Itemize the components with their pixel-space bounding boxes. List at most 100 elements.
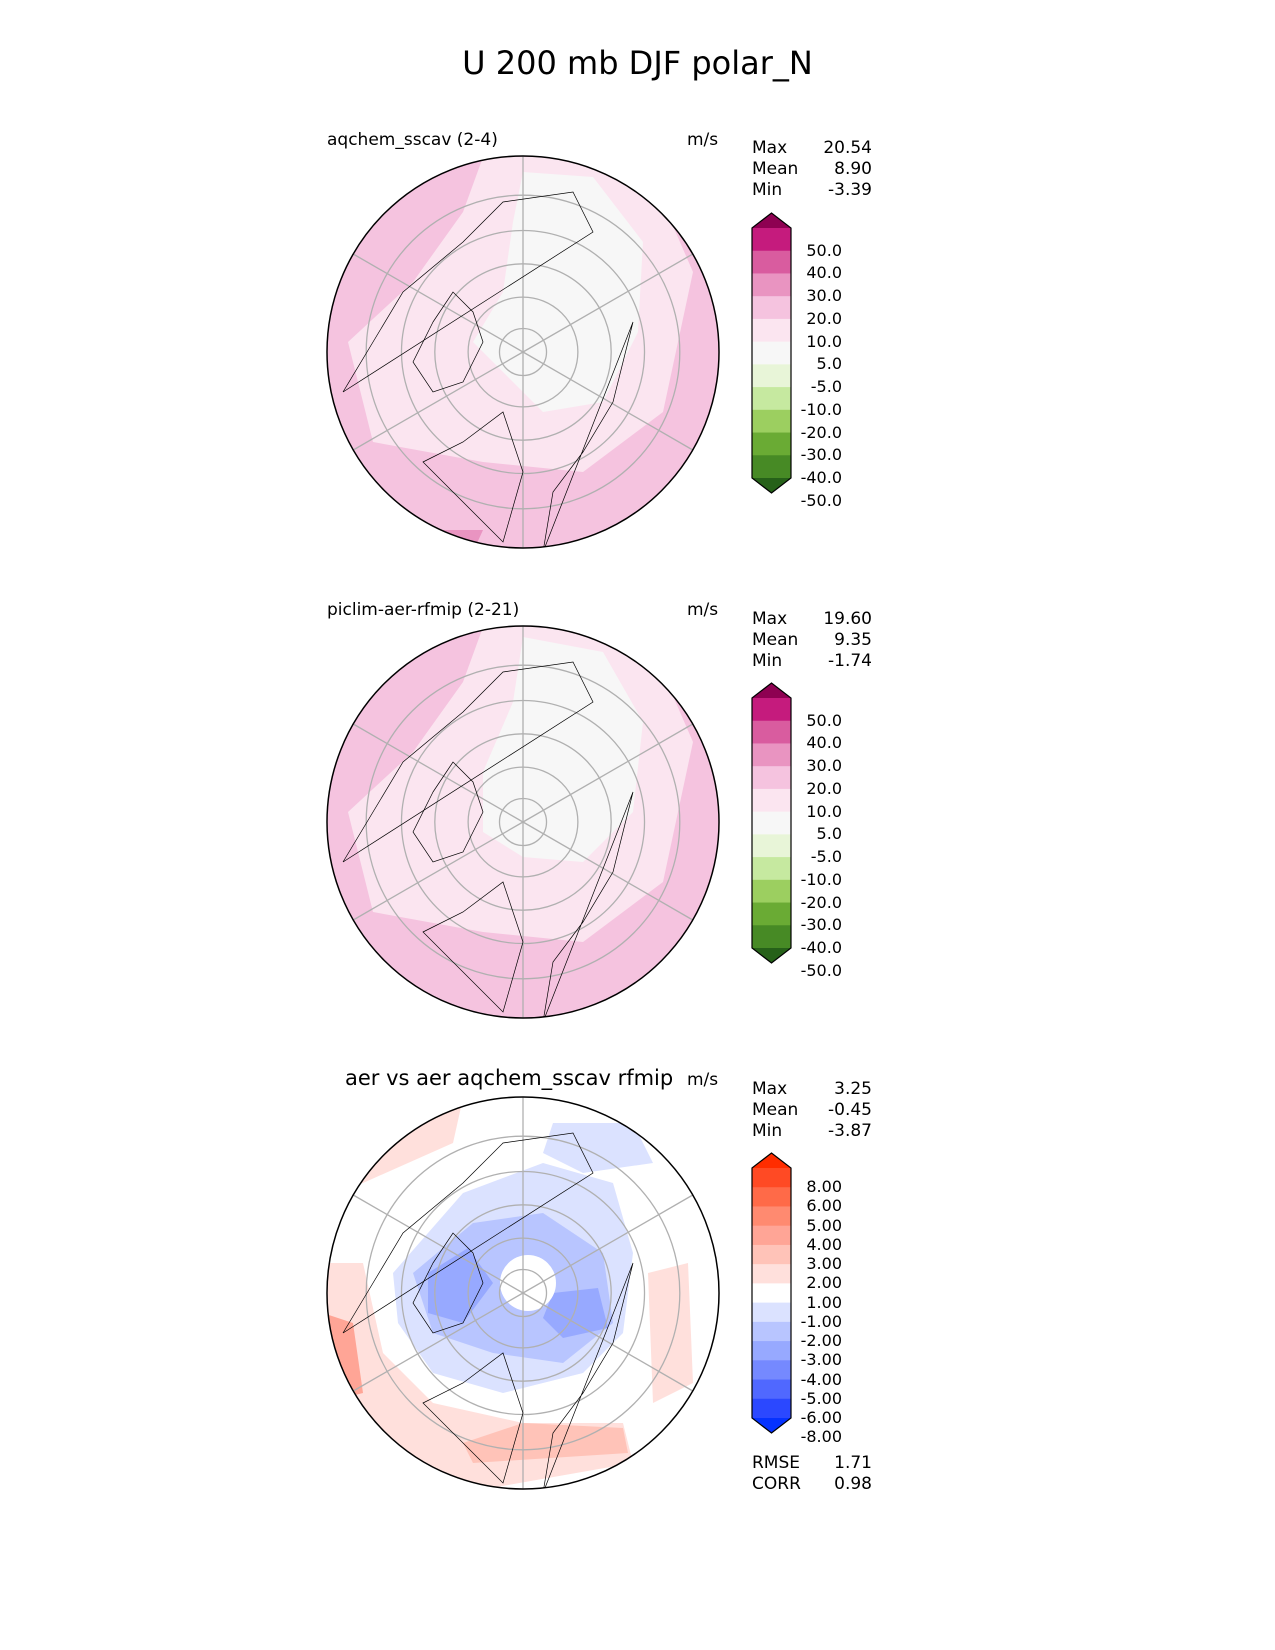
colorbar-extend-max — [752, 213, 791, 228]
colorbar-tick-label: 40.0 — [806, 263, 842, 283]
panel2-units: m/s — [687, 600, 719, 620]
colorbar-segment — [752, 743, 791, 767]
panel3-units: m/s — [687, 1070, 719, 1090]
meridian-line — [522, 253, 694, 353]
meridian-line — [352, 1194, 524, 1294]
field-1-2 — [648, 1263, 693, 1403]
field-neg3-4 — [543, 1288, 608, 1338]
colorbar-tick-label: 30.0 — [806, 286, 842, 306]
min-value: -1.74 — [828, 651, 872, 671]
meridian-line — [352, 253, 524, 353]
colorbar-tick-label: -40.0 — [800, 468, 842, 487]
colorbar-outline — [751, 1152, 792, 1434]
colorbar-segment — [752, 1225, 791, 1246]
colorbar-extend-min — [752, 1418, 791, 1433]
colorbar-tick-label: 1.00 — [806, 1292, 842, 1312]
colorbar-tick-label: -2.00 — [800, 1331, 842, 1351]
min-label: Min — [752, 651, 783, 671]
map-boundary — [326, 155, 720, 549]
coastline-europe — [422, 881, 524, 1013]
mean-label: Mean — [752, 1100, 799, 1120]
min-value: -3.39 — [828, 180, 872, 200]
coastline-greenland — [412, 761, 484, 863]
colorbar-tick-label: 30.0 — [806, 756, 842, 776]
panel2-title: piclim-aer-rfmip (2-21) — [327, 600, 520, 620]
colorbar-tick-label: -20.0 — [800, 892, 842, 912]
coastline-eurasia — [542, 791, 634, 1018]
colorbar-segment — [752, 364, 791, 388]
colorbar-tick-label: 3.00 — [806, 1254, 842, 1274]
colorbar-tick-label: -4.00 — [800, 1369, 842, 1389]
colorbar-tick-label: 2.00 — [806, 1273, 842, 1293]
colorbar-segment — [752, 1379, 791, 1400]
colorbar-segment — [752, 1168, 791, 1188]
meridian-line — [352, 1292, 524, 1392]
colorbar-segment — [752, 409, 791, 434]
colorbar-tick-label: -5.0 — [810, 847, 842, 867]
colorbar-segment — [752, 1321, 791, 1342]
map-boundary — [326, 1096, 720, 1490]
colorbar-segment — [752, 1302, 791, 1323]
colorbar-tick-label: 40.0 — [806, 733, 842, 753]
colorbar-tick-label: -50.0 — [800, 960, 842, 980]
colorbar-tick-label: -30.0 — [800, 445, 842, 465]
colorbar-tick-label: -6.00 — [800, 1408, 842, 1427]
field-layer — [327, 156, 719, 548]
colorbar-tick-label: -5.00 — [800, 1388, 842, 1408]
colorbar-tick-label: 20.0 — [806, 308, 842, 328]
colorbar-extend-max — [752, 1153, 791, 1168]
colorbar-segment — [752, 834, 791, 858]
colorbar-segment — [752, 1360, 791, 1381]
coastline-north-america — [342, 191, 594, 393]
panel1-stats: Max 20.54 Mean 8.90 Min -3.39 — [752, 138, 872, 201]
colorbar-graphic — [751, 682, 792, 964]
colorbar-segment — [752, 250, 791, 274]
panel3-metrics: RMSE 1.71 CORR 0.98 — [752, 1453, 872, 1495]
colorbar-tick-label: -50.0 — [800, 490, 842, 510]
meridian-line — [352, 723, 524, 823]
min-value: -3.87 — [828, 1121, 872, 1141]
colorbar-segment — [752, 1341, 791, 1361]
coastline-greenland — [412, 1232, 484, 1334]
corr-label: CORR — [752, 1474, 801, 1494]
panel3-title: aer vs aer aqchem_sscav rfmip — [345, 1066, 674, 1090]
colorbar-segment — [752, 228, 791, 252]
colorbar-segment — [752, 1283, 791, 1304]
field-20-30 — [433, 530, 483, 548]
meridian-line — [522, 351, 694, 451]
colorbar-segment — [752, 811, 791, 835]
colorbar-tick-label: 4.00 — [806, 1234, 842, 1254]
colorbar-segment — [752, 296, 791, 320]
colorbar-segment — [752, 879, 791, 904]
colorbar-extend-max — [752, 683, 791, 698]
colorbar-extend-min — [752, 478, 791, 493]
field-layer — [327, 1097, 719, 1489]
meridian-line — [522, 1194, 694, 1294]
mean-value: 8.90 — [834, 159, 872, 179]
colorbar-extend-min — [752, 948, 791, 963]
colorbar-tick-label: -20.0 — [800, 422, 842, 442]
colorbar-tick-label: 50.0 — [806, 710, 842, 730]
colorbar-segment — [752, 341, 791, 365]
panel2-polar-map — [326, 625, 720, 1019]
colorbar-segment — [752, 318, 791, 343]
coastline-greenland — [412, 291, 484, 393]
colorbar-tick-label: 8.00 — [806, 1177, 842, 1197]
max-value: 3.25 — [834, 1079, 872, 1099]
colorbar-segment — [752, 720, 791, 744]
colorbar-graphic — [751, 1152, 792, 1434]
meridian-line — [352, 351, 524, 451]
panel3-polar-map — [326, 1096, 720, 1490]
colorbar-tick-label: -40.0 — [800, 938, 842, 957]
meridian-line — [522, 1292, 694, 1392]
colorbar-tick-label: 10.0 — [806, 801, 842, 821]
colorbar-segment — [752, 1187, 791, 1207]
coastline-europe — [422, 411, 524, 543]
colorbar-tick-label: 6.00 — [806, 1196, 842, 1216]
colorbar-segment — [752, 455, 791, 479]
colorbar-tick-label: 10.0 — [806, 331, 842, 351]
coastline-north-america — [342, 1132, 594, 1334]
figure-title: U 200 mb DJF polar_N — [462, 44, 813, 82]
mean-value: -0.45 — [828, 1100, 872, 1120]
colorbar-segment — [752, 788, 791, 813]
